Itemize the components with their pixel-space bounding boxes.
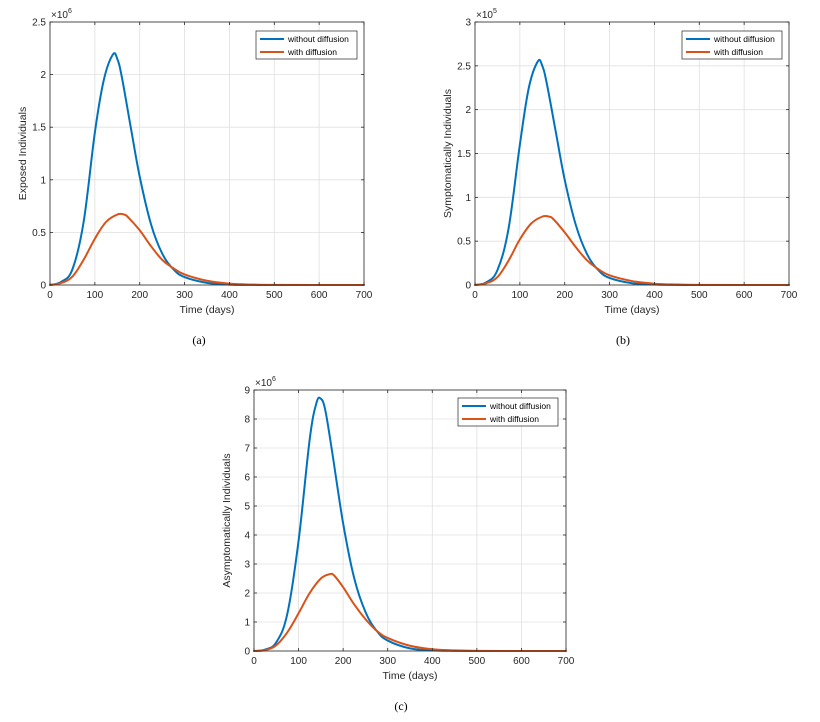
y-tick-label: 3 xyxy=(465,18,471,29)
legend-label: without diffusion xyxy=(713,34,775,44)
x-tick-label: 200 xyxy=(556,290,573,301)
y-axis-label: Asymptomatically Individuals xyxy=(221,453,233,587)
x-tick-label: 600 xyxy=(311,290,328,301)
legend-box xyxy=(681,30,783,60)
x-tick-label: 0 xyxy=(47,290,53,301)
y-tick-label: 2.5 xyxy=(32,18,46,29)
series-line-with-diffusion xyxy=(253,572,567,653)
x-tick-label: 400 xyxy=(424,656,441,667)
axes-box xyxy=(253,389,567,652)
y-tick-label: 2.5 xyxy=(457,61,471,72)
x-tick-label: 0 xyxy=(251,656,257,667)
exponent-power: 6 xyxy=(272,376,276,383)
plot-area xyxy=(254,390,566,651)
figure-caption: (c) xyxy=(394,699,407,713)
y-tick-label: 1.5 xyxy=(32,123,46,134)
x-tick-label: 200 xyxy=(131,290,148,301)
x-tick-label: 700 xyxy=(356,290,373,301)
y-axis-label: Symptomatically Individuals xyxy=(442,89,454,218)
x-axis-label: Time (days) xyxy=(382,670,437,682)
plot-area xyxy=(50,22,364,285)
legend-label: with diffusion xyxy=(287,47,337,57)
series-line-with-diffusion xyxy=(49,212,365,287)
legend-box xyxy=(457,397,559,427)
legend-box xyxy=(255,30,358,60)
axes-box xyxy=(49,21,365,286)
x-tick-label: 100 xyxy=(87,290,104,301)
y-tick-label: 7 xyxy=(244,444,250,455)
axis-exponent: ×106 xyxy=(255,376,276,389)
y-tick-label: 5 xyxy=(244,502,250,513)
x-tick-label: 300 xyxy=(601,290,618,301)
x-tick-label: 500 xyxy=(691,290,708,301)
x-tick-label: 500 xyxy=(469,656,486,667)
x-tick-label: 600 xyxy=(513,656,530,667)
figure-caption: (b) xyxy=(616,333,630,347)
legend-label: without diffusion xyxy=(489,401,551,411)
x-axis-label: Time (days) xyxy=(179,304,234,316)
x-tick-label: 300 xyxy=(176,290,193,301)
x-axis-label: Time (days) xyxy=(604,304,659,316)
legend-label: with diffusion xyxy=(489,414,539,424)
x-tick-label: 500 xyxy=(266,290,283,301)
x-tick-label: 600 xyxy=(736,290,753,301)
y-tick-label: 2 xyxy=(465,105,471,116)
x-tick-label: 700 xyxy=(558,656,575,667)
y-tick-label: 4 xyxy=(244,531,250,542)
x-tick-label: 0 xyxy=(472,290,478,301)
legend-label: without diffusion xyxy=(287,34,349,44)
y-tick-label: 1 xyxy=(244,618,250,629)
x-tick-label: 400 xyxy=(646,290,663,301)
y-tick-label: 0 xyxy=(465,281,471,292)
axis-exponent: ×106 xyxy=(51,8,72,21)
axis-exponent: ×105 xyxy=(476,8,497,21)
legend: without diffusion with diffusion xyxy=(457,397,559,427)
series-line-with-diffusion xyxy=(474,214,790,287)
x-tick-label: 200 xyxy=(335,656,352,667)
y-axis-label: Exposed Individuals xyxy=(17,107,29,200)
figure-caption: (a) xyxy=(192,333,205,347)
x-tick-label: 400 xyxy=(221,290,238,301)
y-tick-label: 0 xyxy=(244,647,250,658)
chart-c: 0 100 200 300 400 500 600 7000123456789×106Time… xyxy=(221,376,575,713)
y-tick-label: 3 xyxy=(244,560,250,571)
y-tick-label: 1 xyxy=(40,175,46,186)
x-tick-label: 100 xyxy=(290,656,307,667)
x-tick-label: 100 xyxy=(512,290,529,301)
y-tick-label: 0.5 xyxy=(32,228,46,239)
y-tick-label: 1.5 xyxy=(457,149,471,160)
x-tick-label: 300 xyxy=(379,656,396,667)
legend-label: with diffusion xyxy=(713,47,763,57)
y-tick-label: 2 xyxy=(40,70,46,81)
y-tick-label: 9 xyxy=(244,386,250,397)
chart-a: 0 100 200 300 400 500 600 700 0 0.5 1 1.5 2 2.5 ×106 Ti… xyxy=(17,8,373,347)
chart-b: 0 100 200 300 400 500 600 700 0 0.5 1 1.5 2 2.5 3 ×105 T… xyxy=(442,8,798,347)
exponent-base: ×10 xyxy=(255,378,272,389)
y-tick-label: 1 xyxy=(465,193,471,204)
y-tick-label: 0.5 xyxy=(457,237,471,248)
legend: without diffusion with diffusion xyxy=(681,30,783,60)
exponent-power: 6 xyxy=(68,8,72,15)
exponent-base: ×10 xyxy=(476,10,493,21)
legend: without diffusion with diffusion xyxy=(255,30,358,60)
y-tick-label: 8 xyxy=(244,415,250,426)
exponent-power: 5 xyxy=(493,8,497,15)
y-tick-label: 2 xyxy=(244,589,250,600)
y-tick-label: 6 xyxy=(244,473,250,484)
x-tick-label: 700 xyxy=(781,290,798,301)
y-tick-label: 0 xyxy=(40,281,46,292)
exponent-base: ×10 xyxy=(51,10,68,21)
